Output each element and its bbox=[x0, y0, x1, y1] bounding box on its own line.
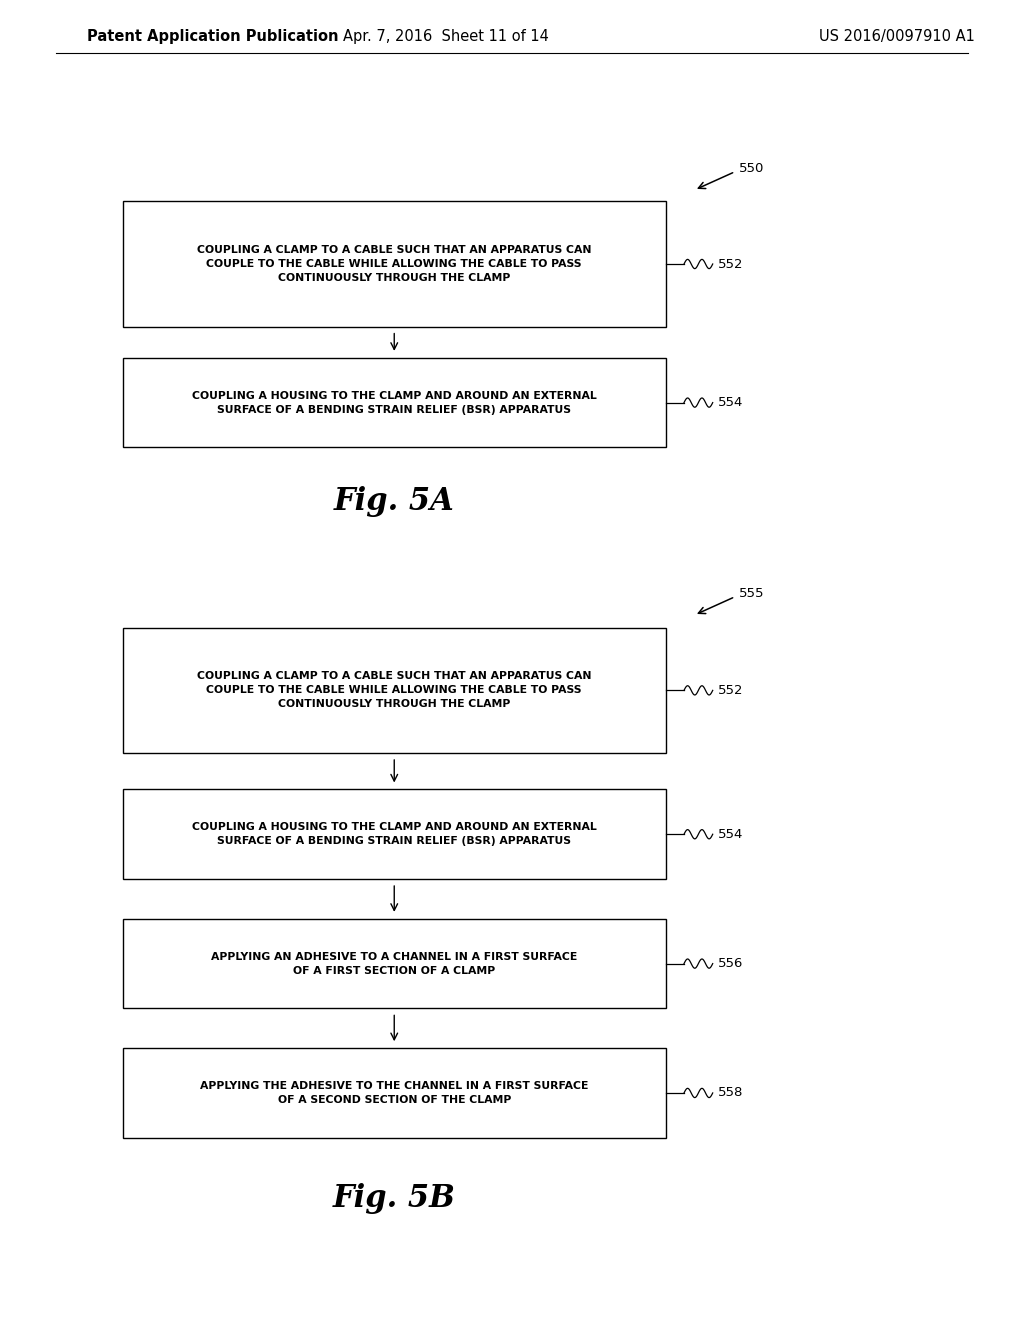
FancyBboxPatch shape bbox=[123, 628, 666, 752]
Text: COUPLING A HOUSING TO THE CLAMP AND AROUND AN EXTERNAL
SURFACE OF A BENDING STRA: COUPLING A HOUSING TO THE CLAMP AND AROU… bbox=[191, 391, 597, 414]
Text: COUPLING A CLAMP TO A CABLE SUCH THAT AN APPARATUS CAN
COUPLE TO THE CABLE WHILE: COUPLING A CLAMP TO A CABLE SUCH THAT AN… bbox=[197, 672, 592, 709]
FancyBboxPatch shape bbox=[123, 789, 666, 879]
Text: Fig. 5B: Fig. 5B bbox=[333, 1183, 456, 1214]
FancyBboxPatch shape bbox=[123, 919, 666, 1008]
Text: Fig. 5A: Fig. 5A bbox=[334, 486, 455, 517]
Text: 555: 555 bbox=[739, 587, 765, 601]
Text: COUPLING A HOUSING TO THE CLAMP AND AROUND AN EXTERNAL
SURFACE OF A BENDING STRA: COUPLING A HOUSING TO THE CLAMP AND AROU… bbox=[191, 822, 597, 846]
Text: US 2016/0097910 A1: US 2016/0097910 A1 bbox=[819, 29, 975, 45]
FancyBboxPatch shape bbox=[123, 358, 666, 447]
Text: 550: 550 bbox=[739, 162, 765, 176]
Text: COUPLING A CLAMP TO A CABLE SUCH THAT AN APPARATUS CAN
COUPLE TO THE CABLE WHILE: COUPLING A CLAMP TO A CABLE SUCH THAT AN… bbox=[197, 246, 592, 282]
Text: 552: 552 bbox=[718, 257, 743, 271]
Text: 558: 558 bbox=[718, 1086, 743, 1100]
FancyBboxPatch shape bbox=[123, 1048, 666, 1138]
Text: 552: 552 bbox=[718, 684, 743, 697]
Text: Patent Application Publication: Patent Application Publication bbox=[87, 29, 339, 45]
FancyBboxPatch shape bbox=[123, 201, 666, 326]
Text: APPLYING THE ADHESIVE TO THE CHANNEL IN A FIRST SURFACE
OF A SECOND SECTION OF T: APPLYING THE ADHESIVE TO THE CHANNEL IN … bbox=[200, 1081, 589, 1105]
Text: 556: 556 bbox=[718, 957, 743, 970]
Text: Apr. 7, 2016  Sheet 11 of 14: Apr. 7, 2016 Sheet 11 of 14 bbox=[342, 29, 549, 45]
Text: APPLYING AN ADHESIVE TO A CHANNEL IN A FIRST SURFACE
OF A FIRST SECTION OF A CLA: APPLYING AN ADHESIVE TO A CHANNEL IN A F… bbox=[211, 952, 578, 975]
Text: 554: 554 bbox=[718, 828, 743, 841]
Text: 554: 554 bbox=[718, 396, 743, 409]
